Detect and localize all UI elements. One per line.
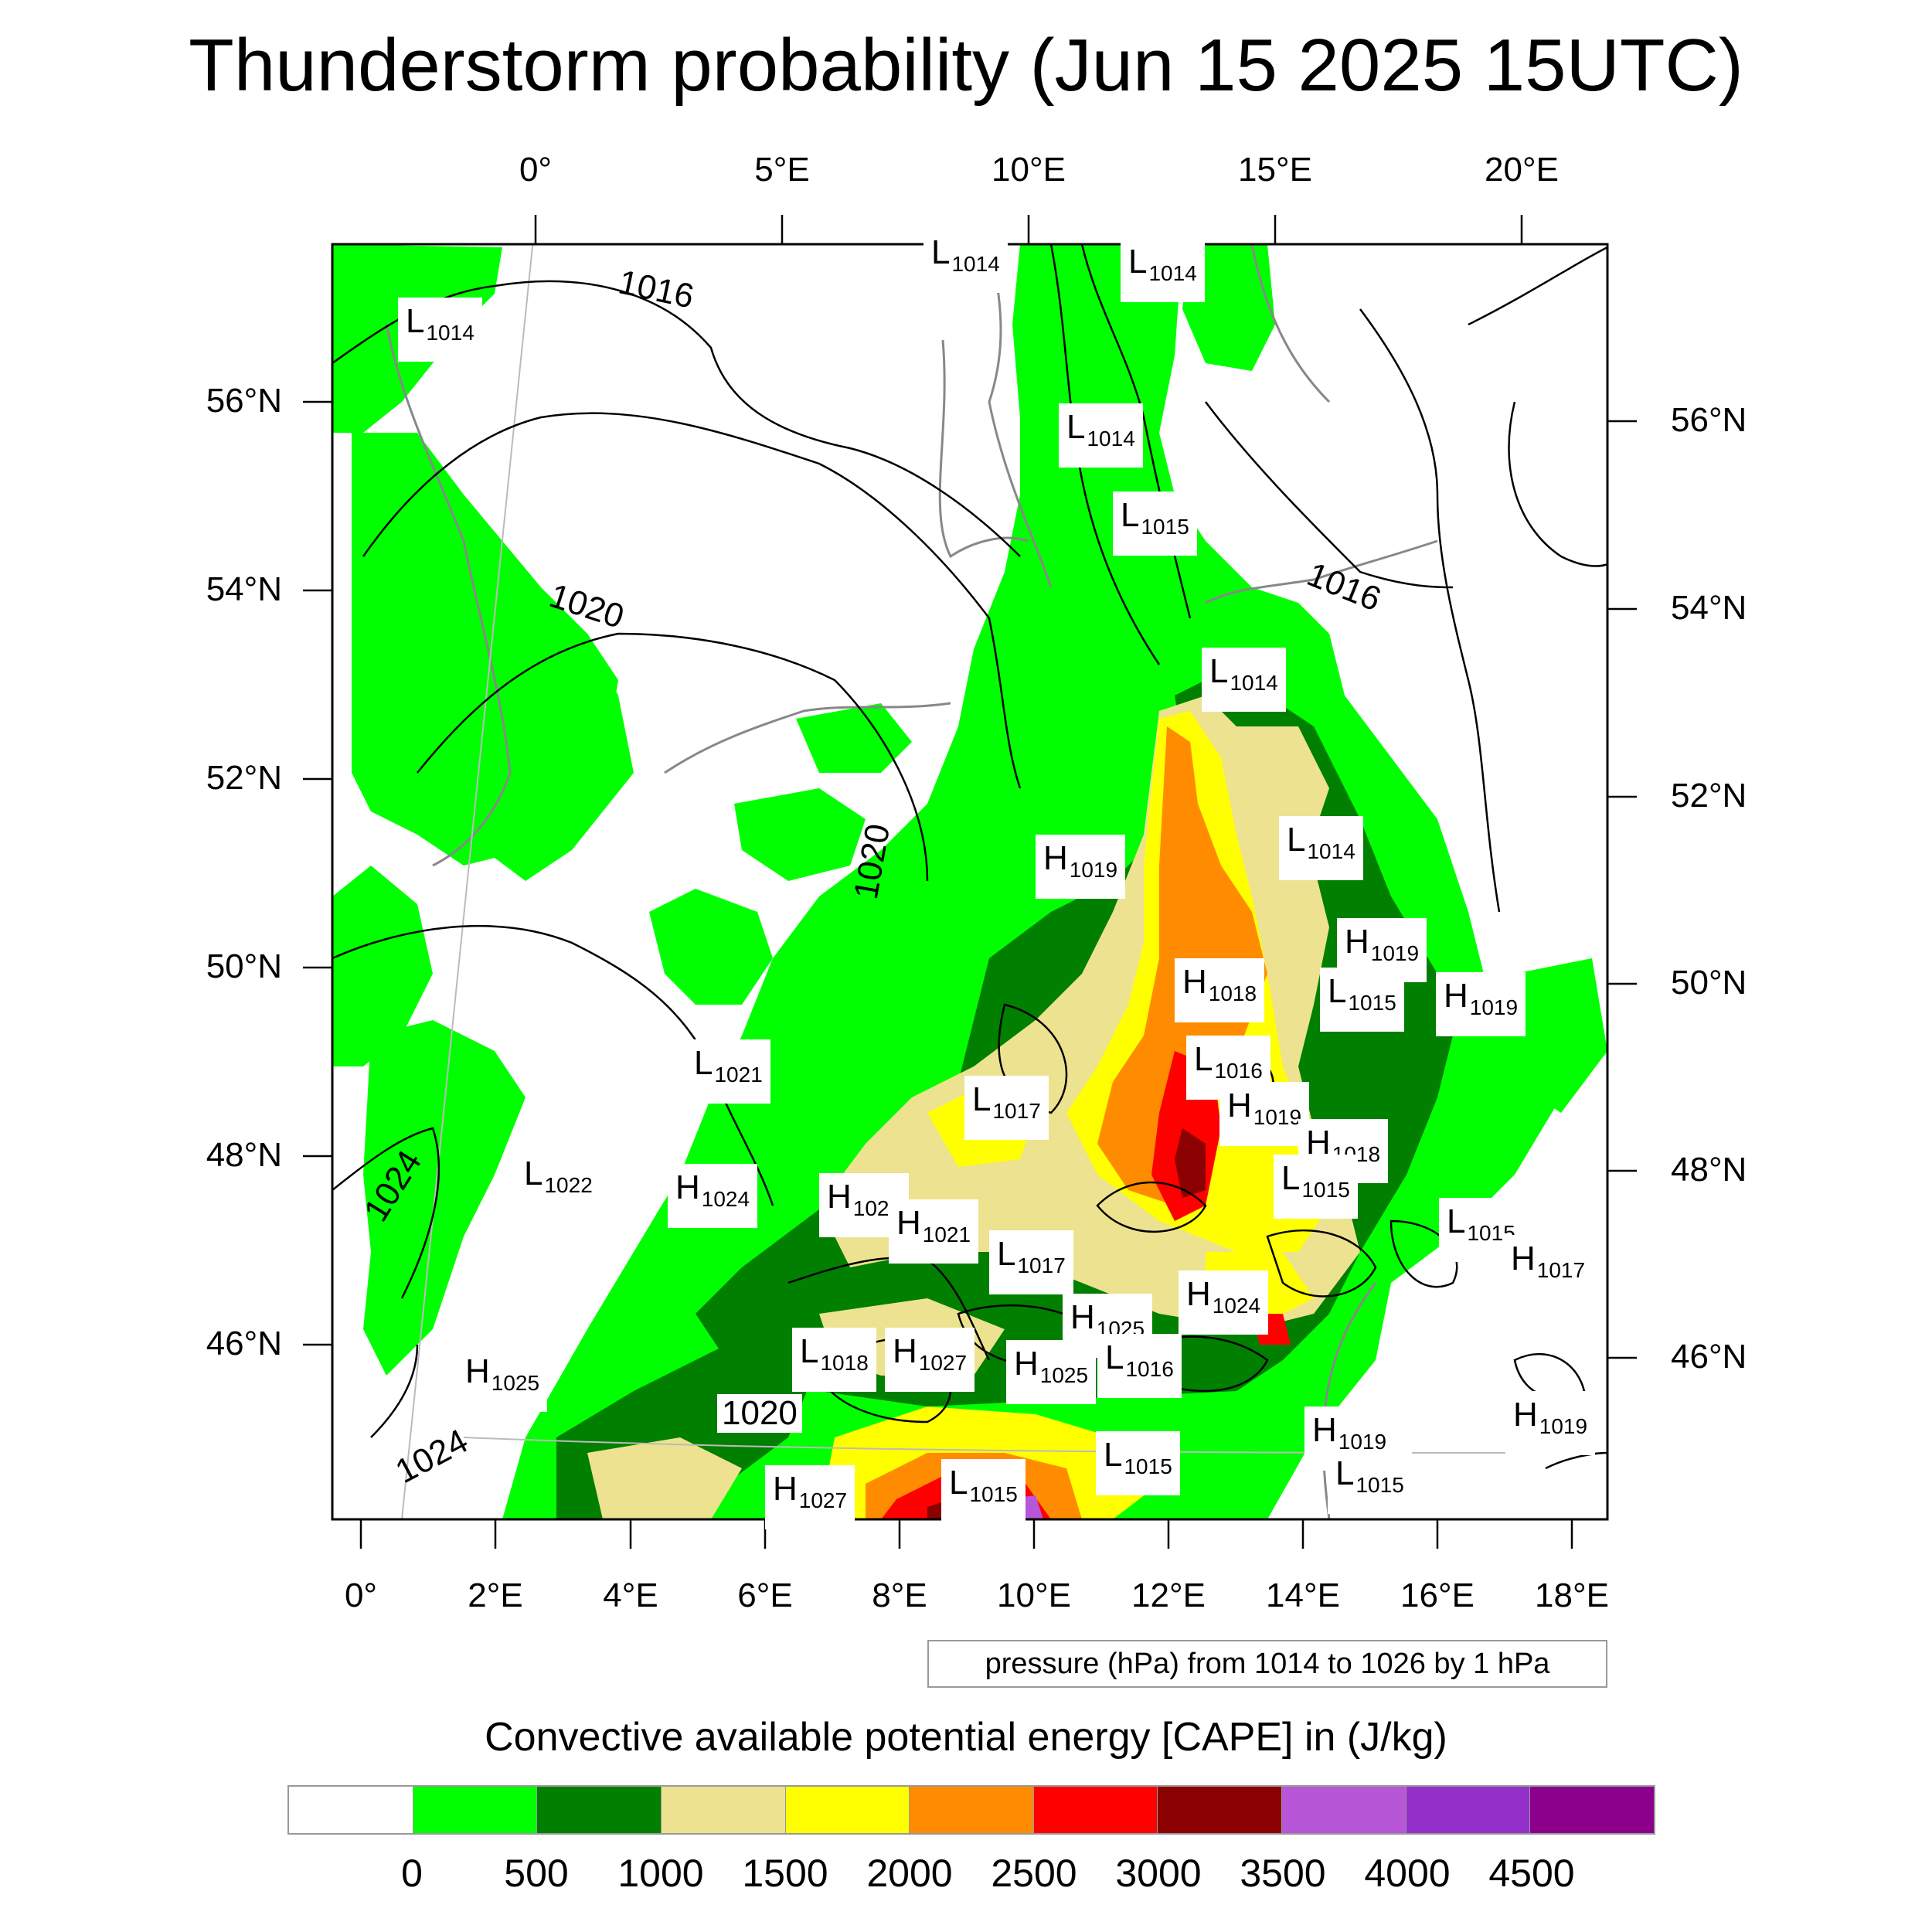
left-lat-tick: 48°N xyxy=(206,1136,282,1174)
colorbar-swatch xyxy=(412,1787,537,1833)
right-lat-tick: 48°N xyxy=(1671,1151,1747,1189)
bottom-lon-tick: 8°E xyxy=(872,1577,927,1614)
colorbar-label: 1500 xyxy=(742,1852,828,1895)
colorbar-label: 1000 xyxy=(617,1852,704,1895)
pressure-center-label: L1021 xyxy=(686,1039,770,1104)
pressure-center-label: H1025 xyxy=(457,1348,548,1412)
pressure-center-label: H1017 xyxy=(1503,1235,1594,1299)
colorbar-swatch xyxy=(909,1787,1033,1833)
pressure-center-label: H1019 xyxy=(1219,1082,1310,1146)
right-lat-tick: 46°N xyxy=(1671,1338,1747,1376)
pressure-center-label: H1021 xyxy=(889,1199,979,1264)
pressure-center-label: L1015 xyxy=(941,1459,1026,1523)
pressure-center-label: L1014 xyxy=(398,298,482,362)
colorbar-swatch xyxy=(1032,1787,1158,1833)
pressure-center-label: L1015 xyxy=(1320,968,1404,1032)
pressure-center-label: H1025 xyxy=(1006,1340,1097,1404)
pressure-center-label: H1024 xyxy=(668,1164,758,1228)
colorbar-swatch xyxy=(1157,1787,1282,1833)
pressure-center-label: L1015 xyxy=(1113,492,1197,556)
bottom-lon-tick: 18°E xyxy=(1535,1577,1609,1614)
colorbar-label: 4500 xyxy=(1488,1852,1575,1895)
colorbar-swatch xyxy=(289,1787,413,1833)
pressure-center-label: H1019 xyxy=(1505,1391,1596,1455)
bottom-lon-tick: 2°E xyxy=(468,1577,523,1614)
bottom-lon-tick: 14°E xyxy=(1266,1577,1340,1614)
map-title: Thunderstorm probability (Jun 15 2025 15… xyxy=(189,24,1743,107)
colorbar-label: 0 xyxy=(401,1852,423,1895)
bottom-lon-tick: 10°E xyxy=(997,1577,1071,1614)
pressure-center-label: L1015 xyxy=(1096,1431,1180,1495)
colorbar-label: 3000 xyxy=(1115,1852,1202,1895)
left-lat-tick: 50°N xyxy=(206,947,282,985)
pressure-center-label: L1014 xyxy=(1202,648,1286,712)
pressure-center-label: L1015 xyxy=(1328,1450,1412,1514)
right-lat-tick: 50°N xyxy=(1671,964,1747,1002)
colorbar-swatch xyxy=(536,1787,661,1833)
colorbar-label: 2500 xyxy=(991,1852,1077,1895)
top-lon-tick: 15°E xyxy=(1238,151,1312,189)
pressure-center-label: L1014 xyxy=(923,229,1008,293)
pressure-center-label: L1015 xyxy=(1274,1155,1358,1219)
colorbar-swatch xyxy=(1405,1787,1530,1833)
right-lat-tick: 52°N xyxy=(1671,777,1747,815)
colorbar-label: 500 xyxy=(504,1852,569,1895)
bottom-lon-tick: 6°E xyxy=(737,1577,793,1614)
pressure-center-label: L1014 xyxy=(1059,403,1143,468)
pressure-center-label: L1014 xyxy=(1121,238,1205,302)
colorbar-label: 4000 xyxy=(1364,1852,1451,1895)
bottom-lon-tick: 12°E xyxy=(1131,1577,1206,1614)
left-lat-tick: 52°N xyxy=(206,759,282,797)
pressure-center-label: L1014 xyxy=(1279,816,1363,880)
bottom-lon-tick: 4°E xyxy=(603,1577,658,1614)
left-lat-tick: 54°N xyxy=(206,570,282,608)
left-lat-tick: 46°N xyxy=(206,1325,282,1362)
colorbar-swatch xyxy=(1281,1787,1406,1833)
graticule xyxy=(401,244,1607,1519)
pressure-center-label: H1027 xyxy=(885,1328,975,1392)
colorbar-label: 3500 xyxy=(1240,1852,1326,1895)
pressure-center-label: L1017 xyxy=(989,1230,1073,1294)
top-lon-tick: 0° xyxy=(519,151,553,189)
pressure-center-label: L1016 xyxy=(1097,1334,1182,1398)
pressure-center-label: H1018 xyxy=(1175,958,1265,1022)
colorbar-swatch xyxy=(784,1787,910,1833)
isobar-label: 1020 xyxy=(717,1394,802,1433)
bottom-lon-tick: 16°E xyxy=(1400,1577,1475,1614)
pressure-center-label: L1017 xyxy=(964,1076,1049,1140)
pressure-center-label: L1022 xyxy=(516,1150,600,1214)
top-lon-tick: 20°E xyxy=(1485,151,1559,189)
colorbar-title: Convective available potential energy [C… xyxy=(485,1715,1447,1760)
colorbar xyxy=(287,1785,1655,1835)
bottom-lon-tick: 0° xyxy=(344,1577,378,1614)
left-lat-tick: 56°N xyxy=(206,382,282,420)
pressure-center-label: L1018 xyxy=(792,1328,876,1392)
colorbar-swatch xyxy=(1529,1787,1655,1833)
top-lon-tick: 10°E xyxy=(992,151,1066,189)
pressure-center-label: H1019 xyxy=(1436,972,1526,1036)
isobars xyxy=(332,244,1607,1470)
colorbar-label: 2000 xyxy=(866,1852,953,1895)
pressure-info-box: pressure (hPa) from 1014 to 1026 by 1 hP… xyxy=(927,1640,1607,1688)
pressure-center-label: H1027 xyxy=(765,1465,855,1529)
pressure-center-label: H1024 xyxy=(1179,1270,1269,1335)
right-lat-tick: 56°N xyxy=(1671,401,1747,439)
top-lon-tick: 5°E xyxy=(754,151,810,189)
pressure-center-label: H1019 xyxy=(1036,835,1126,899)
coastlines xyxy=(385,244,1438,1519)
right-lat-tick: 54°N xyxy=(1671,589,1747,627)
colorbar-swatch xyxy=(660,1787,785,1833)
